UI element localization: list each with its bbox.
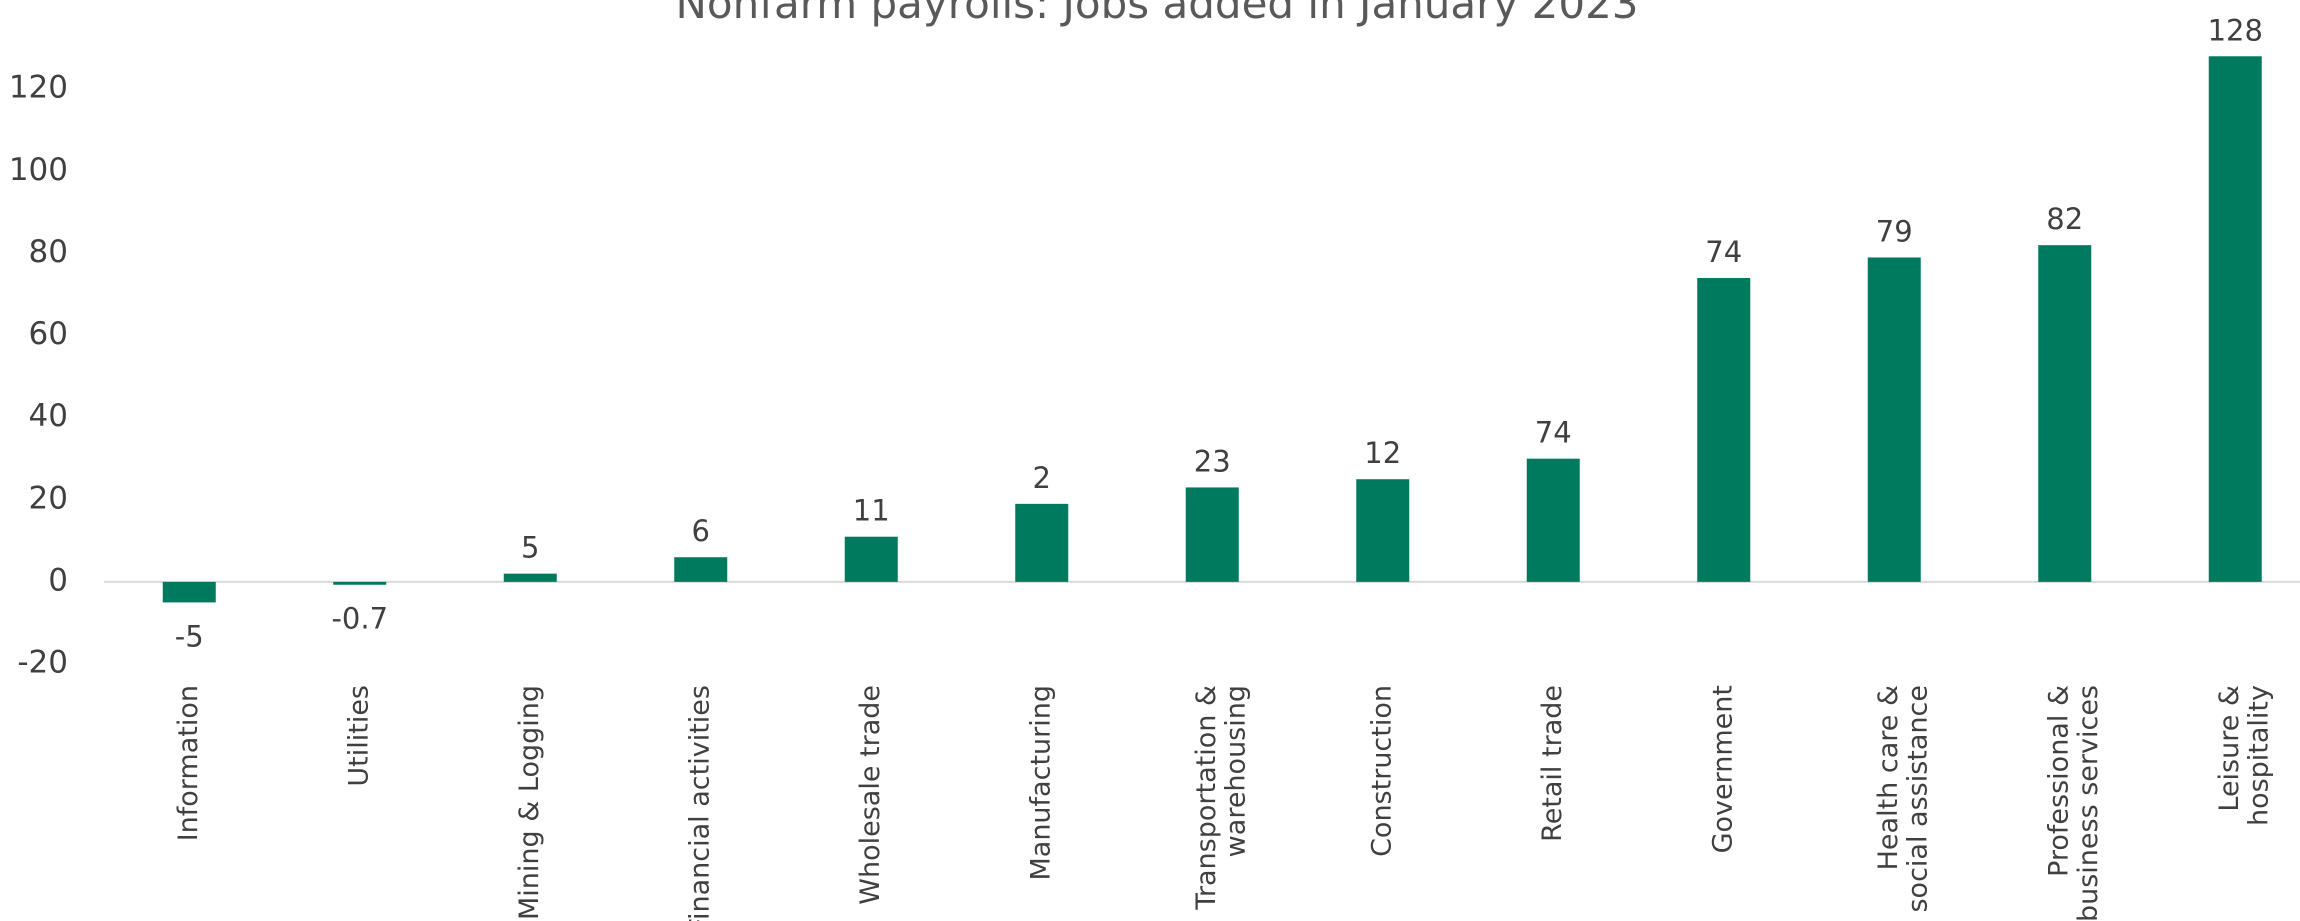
- x-tick-label: Health care &social assistance: [1872, 685, 1933, 913]
- x-tick-label: Manufacturing: [1025, 685, 1056, 881]
- value-label: -0.7: [331, 602, 388, 636]
- value-label: 74: [1535, 416, 1572, 450]
- y-tick-label: 40: [29, 398, 68, 434]
- y-tick-label: 60: [29, 316, 68, 352]
- x-tick-label: Construction: [1366, 685, 1397, 857]
- value-label: 12: [1364, 436, 1401, 470]
- bar: [1867, 257, 1921, 582]
- x-tick-label: Utilities: [343, 685, 374, 787]
- bar: [162, 581, 216, 603]
- x-tick-label: Leisure &hospitality: [2213, 685, 2274, 826]
- y-tick-label: -20: [17, 645, 68, 681]
- bar: [1697, 278, 1751, 582]
- x-tick-label: Professional &business services: [2043, 685, 2104, 921]
- value-label: 2: [1033, 461, 1051, 495]
- x-tick-label: Information: [173, 685, 204, 841]
- x-tick-label: Financial activities: [684, 685, 715, 921]
- value-label: 128: [2208, 13, 2263, 47]
- x-tick-label: Mining & Logging: [514, 685, 545, 920]
- x-tick-label: Government: [1707, 685, 1738, 853]
- value-label: 23: [1194, 444, 1231, 478]
- value-label: 11: [853, 494, 890, 528]
- value-label: 5: [521, 531, 539, 565]
- chart-title: Nonfarm payrolls: Jobs added in January …: [675, 0, 1638, 28]
- y-tick-label: 100: [9, 152, 68, 188]
- y-tick-label: 120: [9, 70, 68, 106]
- y-tick-label: 80: [29, 234, 68, 270]
- value-label: 79: [1876, 214, 1913, 248]
- bar: [2038, 245, 2092, 582]
- x-tick-label: Transportation &warehousing: [1190, 685, 1251, 911]
- bar: [1356, 479, 1410, 582]
- bar: [1015, 503, 1069, 582]
- bar: [674, 557, 728, 582]
- y-tick-label: 20: [29, 480, 68, 516]
- bar: [333, 581, 387, 585]
- bar: [1185, 487, 1239, 582]
- value-label: -5: [175, 619, 204, 653]
- x-tick-label: Retail trade: [1537, 685, 1568, 842]
- bar: [844, 536, 898, 582]
- x-tick-label: Wholesale trade: [855, 685, 886, 905]
- bar: [2208, 56, 2262, 582]
- y-tick-label: 0: [48, 562, 68, 598]
- value-label: 6: [692, 514, 710, 548]
- value-label: 74: [1705, 235, 1742, 269]
- bar: [1526, 458, 1580, 582]
- value-label: 82: [2046, 202, 2083, 236]
- bar: [503, 573, 557, 582]
